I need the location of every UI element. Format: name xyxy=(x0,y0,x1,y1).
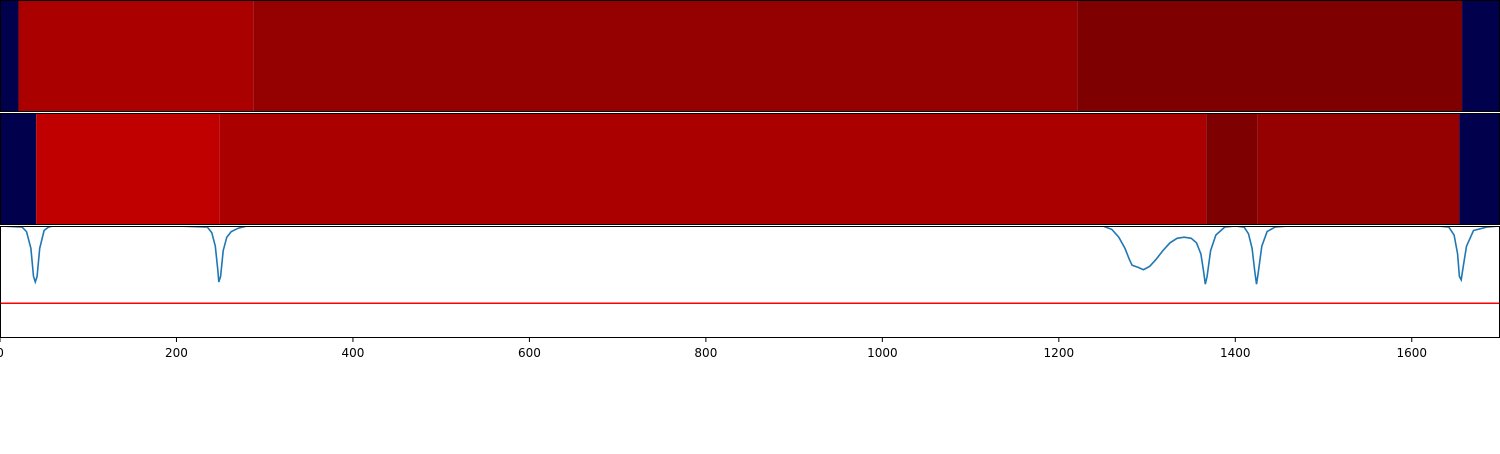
x-tick-label: 600 xyxy=(518,346,541,360)
line-panel-background xyxy=(0,226,1500,338)
heat-segment xyxy=(1257,113,1460,225)
heat-segment xyxy=(0,0,19,112)
x-axis: 0 200 400 600 800 1000 1200 1400 1600 xyxy=(0,338,1427,360)
x-tick-label: 0 xyxy=(0,346,4,360)
x-tick-label: 200 xyxy=(165,346,188,360)
heatmap-rows xyxy=(0,0,1500,225)
heat-segment xyxy=(1077,0,1463,112)
heat-segment xyxy=(1462,0,1500,112)
heat-row-1 xyxy=(0,113,1500,225)
x-tick-label: 1600 xyxy=(1396,346,1427,360)
x-tick-label: 1400 xyxy=(1220,346,1251,360)
x-tick-label: 400 xyxy=(341,346,364,360)
heat-segment xyxy=(219,113,1207,225)
x-tick-label: 1000 xyxy=(867,346,898,360)
x-tick-label: 1200 xyxy=(1044,346,1075,360)
heat-segment xyxy=(1459,113,1500,225)
x-tick-label: 800 xyxy=(694,346,717,360)
heat-segment xyxy=(0,113,37,225)
heat-segment xyxy=(253,0,1078,112)
heat-segment xyxy=(18,0,254,112)
heat-segment xyxy=(36,113,220,225)
line-panel xyxy=(0,226,1500,338)
heat-segment xyxy=(1206,113,1258,225)
heat-row-0 xyxy=(0,0,1500,112)
